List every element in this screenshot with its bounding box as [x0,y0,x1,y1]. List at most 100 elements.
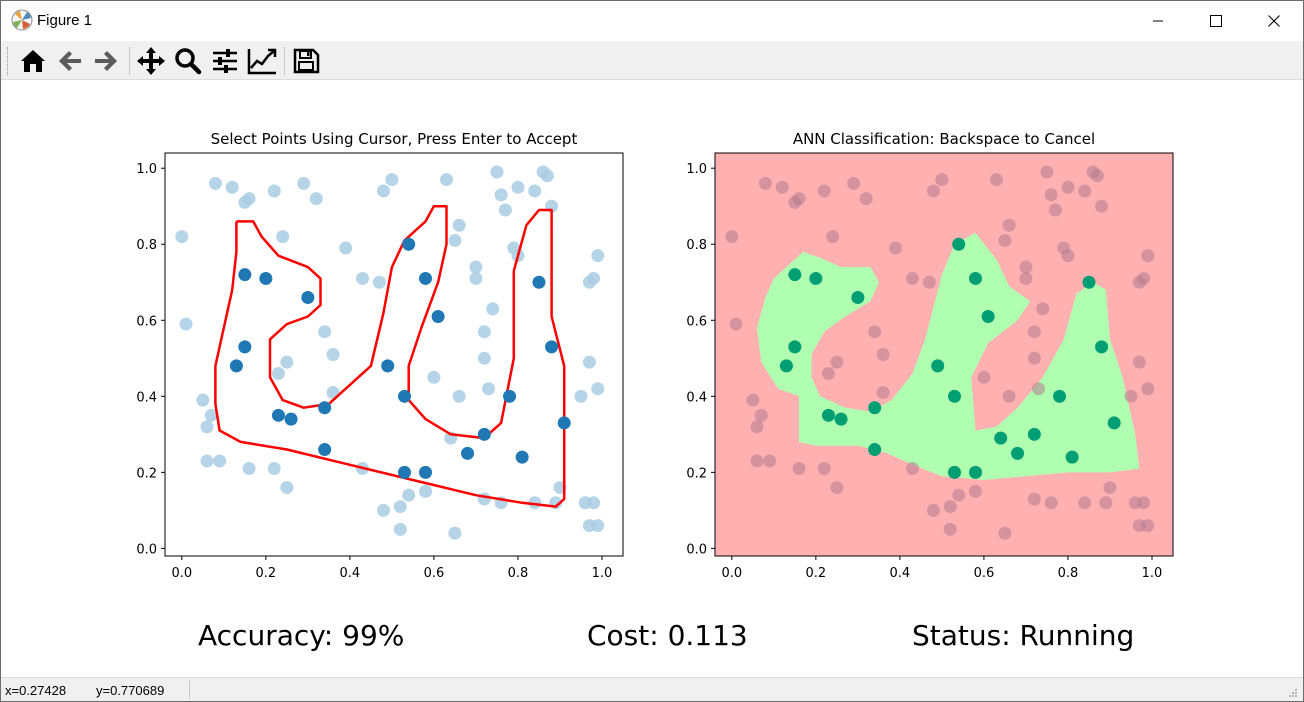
negative-point [1044,496,1058,510]
negative-point [977,370,991,384]
y-tick-label: 1.0 [136,162,157,177]
x-tick-label: 0.2 [256,566,277,581]
selected-point [318,401,332,415]
negative-point [792,462,806,476]
floppy-disk-icon [293,48,320,74]
edit-axis-button[interactable] [246,45,278,77]
unselected-point [486,302,500,316]
positive-point [1011,446,1025,460]
close-button[interactable] [1245,1,1303,41]
negative-point [1137,496,1151,510]
positive-point [931,359,945,373]
y-tick-label: 0.8 [686,238,707,253]
selected-point [284,412,298,426]
positive-point [809,271,823,285]
minimize-button[interactable] [1129,1,1187,41]
negative-point [859,192,873,206]
selected-point [238,268,252,282]
plots-svg[interactable]: Select Points Using Cursor, Press Enter … [1,80,1303,676]
y-tick-label: 0.0 [686,542,707,557]
save-button[interactable] [290,45,322,77]
unselected-point [402,488,416,502]
positive-point [969,465,983,479]
unselected-point [427,370,441,384]
negative-point [1141,249,1155,263]
selected-point [419,465,433,479]
unselected-point [482,382,496,396]
unselected-point [528,496,542,510]
unselected-point [276,230,290,244]
configure-subplots-button[interactable] [209,45,241,77]
unselected-point [393,500,407,514]
negative-point [1040,165,1054,179]
negative-point [1019,271,1033,285]
unselected-point [385,173,399,187]
selected-point [238,340,252,354]
negative-point [830,355,844,369]
resize-grip-icon[interactable] [1288,688,1298,698]
x-tick-label: 0.8 [508,566,529,581]
negative-point [817,462,831,476]
unselected-point [280,481,294,495]
selected-point [398,389,412,403]
home-button[interactable] [17,45,49,77]
status-text: Status: Running [912,619,1135,652]
unselected-point [242,462,256,476]
window-title: Figure 1 [37,12,93,29]
forward-button[interactable] [90,45,122,77]
negative-point [889,241,903,255]
positive-point [1065,450,1079,464]
selected-point [431,309,445,323]
title-bar[interactable]: Figure 1 [1,1,1303,41]
back-button[interactable] [54,45,86,77]
x-tick-label: 0.0 [721,566,742,581]
positive-point [1082,275,1096,289]
unselected-point [582,355,596,369]
positive-point [868,401,882,415]
negative-point [1137,271,1151,285]
classification-axes: ANN Classification: Backspace to Cancel 0… [686,130,1174,581]
negative-point [926,503,940,517]
negative-point [1099,496,1113,510]
positive-point [1053,389,1067,403]
unselected-point [452,389,466,403]
matplotlib-logo-icon [11,9,33,31]
unselected-point [448,526,462,540]
negative-point [729,317,743,331]
negative-point [922,275,936,289]
positive-point [821,408,835,422]
figure-canvas[interactable]: Select Points Using Cursor, Press Enter … [1,80,1303,676]
zoom-button[interactable] [172,45,204,77]
unselected-point [297,176,311,190]
negative-point [990,173,1004,187]
positive-point [994,431,1008,445]
negative-point [1095,199,1109,213]
unselected-point [372,275,386,289]
status-bar: x=0.27428 y=0.770689 [1,677,1303,701]
selection-axes: Select Points Using Cursor, Press Enter … [136,130,624,581]
negative-point [1061,180,1075,194]
unselected-point [528,184,542,198]
unselected-point [498,203,512,217]
unselected-point [393,522,407,536]
unselected-point [376,184,390,198]
negative-point [830,481,844,495]
positive-point [1095,340,1109,354]
selected-point [545,340,559,354]
sliders-icon [213,49,237,73]
negative-point [876,386,890,400]
unselected-point [469,260,483,274]
negative-point [1078,184,1092,198]
negative-point [792,192,806,206]
maximize-button[interactable] [1187,1,1245,41]
negative-point [926,184,940,198]
cursor-y-readout: y=0.770689 [96,683,165,698]
x-tick-label: 0.4 [340,566,361,581]
unselected-point [208,176,222,190]
unselected-point [469,271,483,285]
pan-button[interactable] [135,45,167,77]
axes-frame [714,152,1174,557]
toolbar-grip[interactable] [7,47,10,75]
positive-point [952,237,966,251]
